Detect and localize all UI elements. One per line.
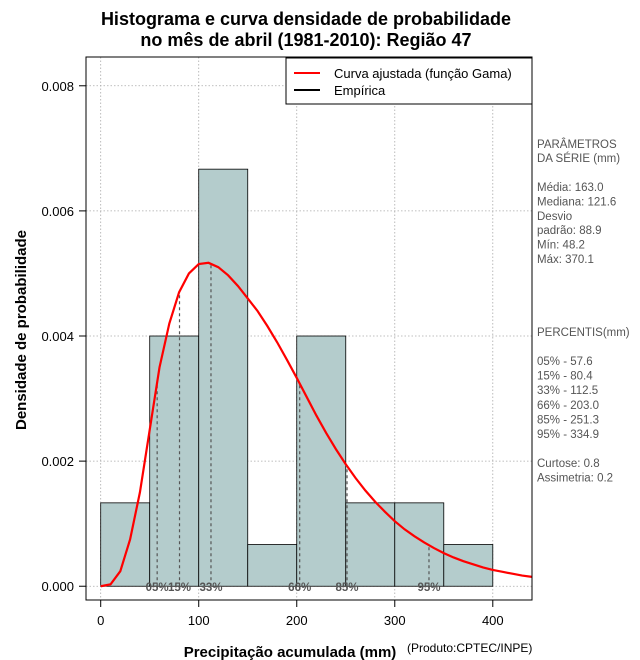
legend-label-1: Empírica	[334, 83, 386, 98]
credit-text: (Produto:CPTEC/INPE)	[407, 641, 532, 655]
chart-title: Histograma e curva densidade de probabil…	[101, 9, 511, 50]
percentile-label-5: 95%	[417, 582, 440, 594]
histogram-bar-6	[394, 502, 445, 587]
params-line-3: padrão: 88.9	[537, 225, 602, 237]
y-tick-label-4: 0.008	[41, 79, 74, 94]
percentile-label-4: 85%	[336, 582, 359, 594]
percentis-line-4: 85% - 251.3	[537, 414, 599, 426]
x-tick-label-0: 0	[97, 613, 104, 628]
x-tick-label-4: 400	[482, 613, 504, 628]
histogram-bar-3	[247, 544, 298, 587]
params-line-4: Mín: 48.2	[537, 240, 585, 252]
percentile-label-1: 15%	[168, 582, 191, 594]
params-heading-1: DA SÉRIE (mm)	[537, 152, 620, 165]
y-axis-label: Densidade de probabilidade	[13, 230, 30, 430]
percentile-label-2: 33%	[199, 582, 222, 594]
y-axis: 0.000 0.002 0.004 0.006 0.008	[41, 79, 87, 594]
percentis-line-0: 05% - 57.6	[537, 356, 593, 368]
histogram-bar-2	[198, 168, 249, 587]
stats-line-0: Curtose: 0.8	[537, 458, 600, 470]
params-line-1: Mediana: 121.6	[537, 196, 616, 208]
params-heading-0: PARÂMETROS	[537, 138, 617, 151]
percentis-line-1: 15% - 80.4	[537, 371, 593, 383]
percentis-line-3: 66% - 203.0	[537, 400, 599, 412]
percentile-label-3: 66%	[288, 582, 311, 594]
percentis-heading: PERCENTIS(mm)	[537, 327, 630, 339]
percentile-lines	[156, 263, 430, 587]
x-tick-label-3: 300	[384, 613, 406, 628]
y-tick-label-0: 0.000	[41, 579, 74, 594]
legend: Curva ajustada (função Gama) Empírica	[285, 57, 533, 105]
gamma-curve-group	[100, 261, 533, 588]
histogram-bar-4	[296, 335, 347, 587]
params-line-5: Máx: 370.1	[537, 254, 594, 266]
legend-box	[285, 57, 533, 105]
y-tick-label-2: 0.004	[41, 329, 74, 344]
histogram-bar-5	[345, 502, 396, 587]
chart-title-line-1: Histograma e curva densidade de probabil…	[101, 9, 511, 29]
gamma-curve	[100, 261, 533, 588]
y-tick-label-3: 0.006	[41, 204, 74, 219]
percentile-labels: 05% 15% 33% 66% 85% 95%	[146, 582, 441, 594]
params-line-0: Média: 163.0	[537, 182, 604, 194]
x-axis: 0 100 200 300 400	[97, 599, 504, 628]
histogram-bar-0	[100, 502, 151, 587]
stats-line-1: Assimetria: 0.2	[537, 473, 613, 485]
y-tick-label-1: 0.002	[41, 454, 74, 469]
x-axis-label: Precipitação acumulada (mm)	[184, 644, 397, 660]
params-line-2: Desvio	[537, 211, 572, 223]
chart-title-line-2: no mês de abril (1981-2010): Região 47	[140, 30, 471, 50]
percentile-label-0: 05%	[146, 582, 169, 594]
histogram-bars	[100, 168, 494, 587]
percentis-line-5: 95% - 334.9	[537, 429, 599, 441]
histogram-bar-7	[443, 544, 494, 587]
histogram-bar-1	[149, 335, 200, 587]
legend-label-0: Curva ajustada (função Gama)	[334, 66, 512, 81]
x-tick-label-2: 200	[286, 613, 308, 628]
x-tick-label-1: 100	[188, 613, 210, 628]
percentis-line-2: 33% - 112.5	[537, 385, 598, 397]
side-panel: PARÂMETROS DA SÉRIE (mm) Média: 163.0 Medi…	[537, 138, 630, 485]
